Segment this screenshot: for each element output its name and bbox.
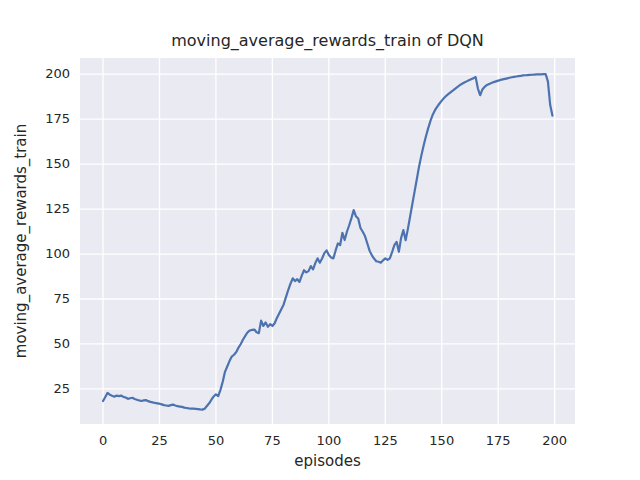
- y-tick-label: 75: [0, 291, 70, 306]
- x-tick-label: 200: [542, 433, 567, 448]
- x-tick-label: 0: [99, 433, 107, 448]
- x-axis-label: episodes: [80, 452, 575, 470]
- y-tick-label: 150: [0, 156, 70, 171]
- figure: moving_average_rewards_train of DQN 0 25 5…: [0, 0, 640, 480]
- y-tick-label: 125: [0, 201, 70, 216]
- y-tick-label: 175: [0, 111, 70, 126]
- x-tick-label: 75: [264, 433, 281, 448]
- x-tick-label: 150: [429, 433, 454, 448]
- y-tick-label: 50: [0, 336, 70, 351]
- x-tick-label: 125: [373, 433, 398, 448]
- y-tick-label: 200: [0, 66, 70, 81]
- y-tick-label: 25: [0, 381, 70, 396]
- chart-title: moving_average_rewards_train of DQN: [80, 31, 575, 50]
- line-chart: [80, 58, 575, 424]
- x-tick-label: 50: [208, 433, 225, 448]
- y-tick-label: 100: [0, 246, 70, 261]
- x-tick-label: 25: [151, 433, 168, 448]
- x-tick-label: 175: [486, 433, 511, 448]
- y-axis-label: moving_average_rewards_train: [12, 124, 30, 358]
- series-line: [103, 74, 552, 409]
- x-tick-label: 100: [316, 433, 341, 448]
- plot-area: [80, 58, 575, 424]
